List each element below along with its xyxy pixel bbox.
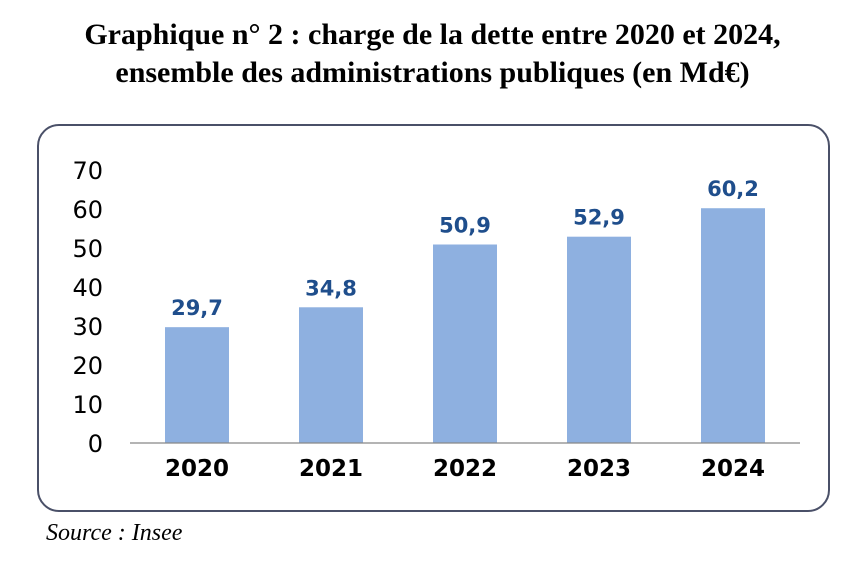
x-tick-label: 2024	[701, 456, 765, 482]
y-tick-label: 0	[88, 430, 103, 458]
y-tick-label: 30	[72, 313, 103, 341]
data-label: 52,9	[573, 206, 625, 230]
y-tick-label: 70	[72, 157, 103, 185]
source-note: Source : Insee	[46, 520, 183, 546]
bar-2022	[433, 244, 497, 443]
x-tick-label: 2023	[567, 456, 631, 482]
x-tick-label: 2020	[165, 456, 229, 482]
bar-2024	[701, 208, 765, 443]
data-label: 34,8	[305, 276, 357, 300]
data-label: 50,9	[439, 213, 491, 237]
y-tick-label: 40	[72, 274, 103, 302]
y-tick-label: 60	[72, 196, 103, 224]
bar-2023	[567, 236, 631, 443]
chart-title: Graphique n° 2 : charge de la dette entr…	[0, 16, 865, 92]
chart-title-line-2: ensemble des administrations publiques (…	[115, 56, 750, 89]
data-label: 29,7	[171, 296, 223, 320]
bar-2020	[165, 327, 229, 443]
y-tick-label: 50	[72, 235, 103, 263]
y-tick-label: 20	[72, 352, 103, 380]
data-label: 60,2	[707, 177, 759, 201]
x-tick-label: 2022	[433, 456, 497, 482]
y-tick-label: 10	[72, 391, 103, 419]
bar-2021	[299, 307, 363, 443]
x-tick-label: 2021	[299, 456, 363, 482]
chart-title-line-1: Graphique n° 2 : charge de la dette entr…	[84, 18, 781, 51]
